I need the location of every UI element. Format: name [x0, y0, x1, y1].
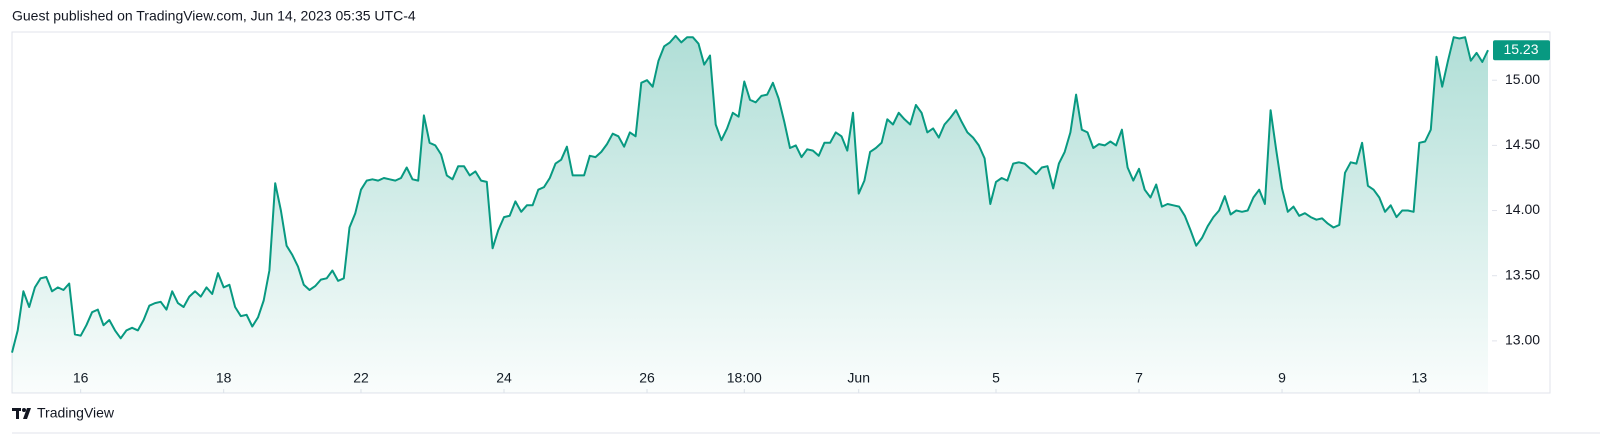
- y-tick-label: 14.00: [1505, 201, 1540, 217]
- last-price-label: 15.23: [1503, 41, 1538, 57]
- y-tick-label: 13.00: [1505, 332, 1540, 348]
- price-line: [11, 34, 1489, 353]
- area-fill: [12, 35, 1488, 394]
- y-tick-label: 13.50: [1505, 266, 1540, 282]
- y-tick-label: 15.00: [1505, 71, 1540, 87]
- brand-logo: [12, 408, 31, 419]
- y-tick-label: 14.50: [1505, 136, 1540, 152]
- last-price-badge: [1493, 40, 1550, 61]
- header-text: Guest published on TradingView.com, Jun …: [12, 8, 416, 24]
- brand-name: TradingView: [37, 405, 115, 421]
